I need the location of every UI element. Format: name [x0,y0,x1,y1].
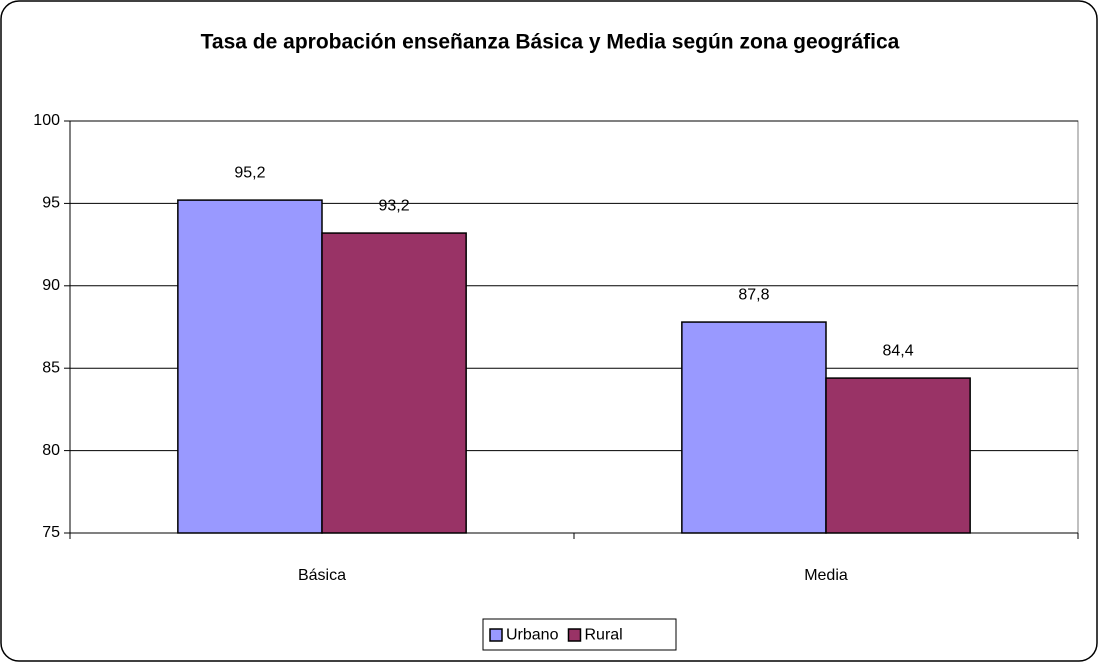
legend-swatch [489,628,503,642]
bar [177,199,323,534]
y-tick-label: 75 [42,524,60,541]
value-label: 84,4 [883,342,914,359]
value-label: 93,2 [379,197,410,214]
bar [681,321,827,534]
legend-label: Urbano [506,627,559,644]
y-tick-label: 100 [33,112,60,129]
bar [321,232,467,534]
legend-label: Rural [584,627,622,644]
value-label: 95,2 [234,164,265,181]
legend-swatch [567,628,582,642]
chart-title: Tasa de aprobación enseñanza Básica y Me… [201,31,900,54]
y-tick-label: 85 [42,359,60,376]
y-tick-label: 95 [42,195,60,212]
y-tick-label: 80 [42,442,60,459]
bar [825,377,971,534]
value-label: 87,8 [738,286,769,303]
x-tick-label: Media [804,567,848,584]
x-tick-label: Básica [298,567,346,584]
y-tick-label: 90 [42,277,60,294]
